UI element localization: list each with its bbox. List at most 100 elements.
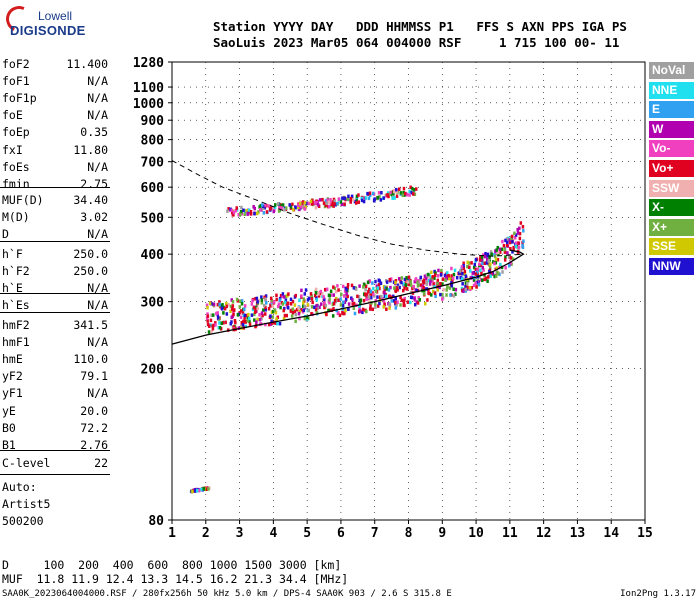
echo-point — [494, 257, 498, 262]
param-row: B1 2.76 — [2, 438, 108, 455]
echo-point — [334, 296, 338, 301]
echo-point — [276, 304, 280, 309]
param-separator — [0, 450, 110, 451]
echo-point — [406, 280, 409, 284]
legend-item: SSW — [649, 179, 694, 197]
echo-point — [396, 288, 399, 292]
echo-point — [276, 315, 280, 320]
echo-point — [255, 211, 259, 216]
echo-point — [430, 277, 433, 281]
echo-point — [436, 278, 440, 283]
echo-point — [475, 281, 479, 285]
echo-point — [462, 261, 465, 266]
echo-point — [394, 279, 398, 283]
echo-point — [247, 316, 251, 321]
echo-point — [394, 280, 397, 285]
echo-point — [294, 293, 297, 298]
echo-point — [371, 281, 374, 285]
echo-point — [240, 205, 243, 210]
echo-point — [332, 293, 336, 297]
echo-point — [294, 205, 297, 210]
echo-point — [513, 236, 517, 240]
echo-point — [359, 298, 363, 302]
echo-point — [522, 239, 525, 243]
param-row: M(D) 3.02 — [2, 210, 108, 227]
echo-point — [260, 316, 263, 321]
echo-point — [425, 273, 429, 277]
echo-point — [275, 293, 278, 298]
echo-point — [344, 297, 348, 301]
param-row: D N/A — [2, 227, 108, 244]
echo-point — [248, 322, 252, 326]
echo-point — [403, 296, 406, 301]
echo-point — [315, 200, 318, 205]
echo-point — [320, 292, 324, 296]
echo-point — [216, 315, 220, 320]
echo-point — [389, 277, 393, 281]
echo-point — [323, 305, 326, 310]
param-value: 72.2 — [80, 420, 108, 435]
echo-point — [317, 292, 320, 296]
param-key: foF1p — [2, 91, 37, 106]
echo-point — [475, 270, 479, 274]
echo-point — [364, 292, 367, 296]
legend-item: NNE — [649, 81, 694, 99]
echo-point — [372, 286, 375, 291]
echo-point — [422, 278, 426, 282]
echo-point — [424, 276, 428, 281]
echo-point — [225, 304, 228, 309]
version-label: 500200 — [2, 514, 44, 528]
echo-point — [507, 236, 510, 241]
echo-point — [297, 203, 300, 208]
echo-point — [307, 201, 310, 206]
echo-point — [277, 209, 281, 213]
param-value: 11.400 — [66, 57, 108, 71]
echo-point — [485, 257, 489, 262]
echo-point — [521, 245, 525, 249]
echo-point — [333, 202, 336, 206]
param-separator — [0, 241, 110, 242]
echo-point — [207, 330, 211, 334]
param-key: B1 — [2, 437, 16, 452]
echo-point — [309, 292, 313, 296]
echo-point — [411, 187, 414, 191]
echo-point — [422, 286, 425, 290]
param-separator — [0, 312, 110, 313]
echo-point — [377, 282, 381, 287]
echo-point — [508, 240, 512, 245]
echo-point — [205, 303, 209, 308]
echo-point — [234, 208, 238, 213]
y-tick-label: 900 — [141, 114, 165, 129]
echo-point — [480, 278, 484, 283]
echo-point — [332, 301, 336, 306]
echo-point — [255, 296, 259, 301]
param-value: N/A — [87, 108, 108, 123]
param-key: h`F — [2, 247, 23, 261]
echo-point — [229, 309, 232, 314]
echo-point — [369, 304, 372, 308]
echo-point — [263, 295, 266, 300]
echo-point — [402, 288, 405, 293]
echo-point — [292, 207, 295, 212]
echo-point — [281, 302, 285, 306]
legend-item: SSE — [649, 238, 694, 256]
echo-point — [388, 294, 391, 299]
echo-point — [504, 255, 507, 259]
echo-point — [346, 285, 349, 290]
echo-point — [239, 309, 243, 313]
echo-point — [346, 282, 350, 287]
echo-point — [323, 301, 326, 305]
echo-point — [246, 315, 249, 320]
echo-point — [233, 308, 236, 312]
echo-point — [230, 298, 234, 302]
echo-point — [331, 302, 335, 307]
echo-point — [311, 300, 314, 305]
echo-point — [324, 199, 328, 203]
echo-point — [477, 282, 481, 287]
echo-point — [476, 267, 480, 271]
echo-point — [325, 201, 328, 206]
logo-digisonde: DIGISONDE — [10, 23, 86, 38]
echo-point — [274, 321, 277, 325]
echo-point — [459, 275, 462, 280]
param-row: foEp 0.35 — [2, 125, 108, 142]
